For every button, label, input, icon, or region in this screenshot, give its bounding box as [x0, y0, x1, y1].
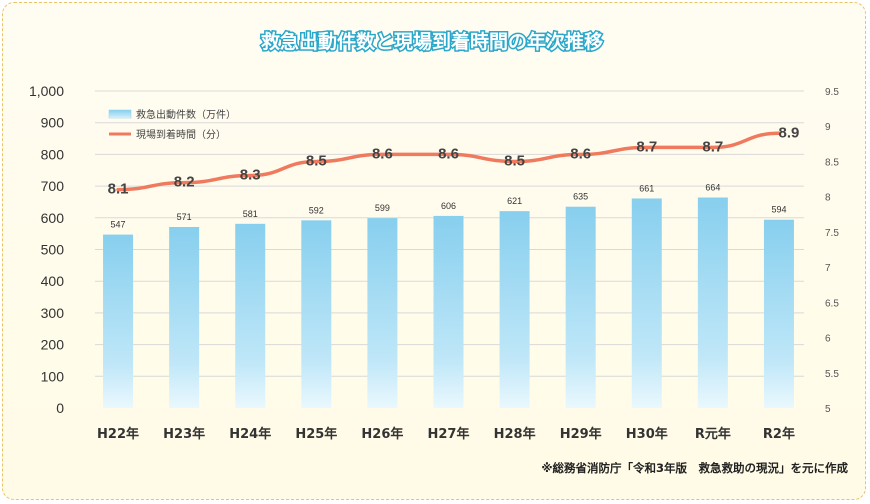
- x-tick-label: H22年: [97, 426, 139, 442]
- y2-tick-label: 7.5: [825, 228, 839, 239]
- x-tick-label: H28年: [494, 426, 536, 442]
- y2-tick-label: 6.5: [825, 298, 839, 309]
- bar: [499, 211, 530, 408]
- bar-value-label: 606: [441, 201, 456, 211]
- line-value-label: 8.5: [306, 152, 327, 169]
- x-tick-label: H24年: [229, 426, 271, 442]
- y2-tick-label: 5: [825, 404, 831, 415]
- y-tick-label: 200: [41, 337, 65, 353]
- bar-value-label: 664: [705, 183, 720, 193]
- line-series: 8.1 8.2 8.3 8.5 8.6 8.6 8.5 8.6 8.7 8.7 8.9: [108, 124, 800, 197]
- bar: [763, 219, 794, 408]
- line-path: [116, 131, 781, 192]
- bar: [697, 197, 728, 408]
- line-value-label: 8.5: [504, 152, 525, 169]
- x-tick-label: H29年: [560, 426, 602, 442]
- line-value-label: 8.6: [570, 145, 591, 162]
- bar: [235, 223, 266, 408]
- bar-value-label: 571: [177, 212, 192, 222]
- y-tick-label: 800: [41, 146, 65, 162]
- bar: [631, 198, 662, 408]
- x-tick-label: H25年: [295, 426, 337, 442]
- bar-value-label: 599: [375, 203, 390, 213]
- x-tick-label: R元年: [695, 426, 731, 442]
- bars: 547 571 581 592 599 606 621 635 661 664 594: [103, 183, 794, 408]
- y2-tick-label: 8.5: [825, 157, 839, 168]
- bar: [367, 218, 398, 408]
- x-tick-label: R2年: [763, 426, 795, 442]
- y-tick-label: 600: [41, 210, 65, 226]
- legend: 救急出動件数（万件） 現場到着時間（分）: [108, 108, 236, 141]
- legend-bar-label: 救急出動件数（万件）: [136, 108, 236, 121]
- y2-tick-label: 8: [825, 193, 831, 204]
- bar-value-label: 581: [243, 209, 258, 219]
- y-tick-label: 400: [41, 273, 65, 289]
- line-value-label: 8.1: [108, 181, 129, 198]
- y-tick-label: 300: [41, 305, 65, 321]
- bar-value-label: 592: [309, 205, 324, 215]
- x-tick-label: H30年: [626, 426, 668, 442]
- line-value-label: 8.3: [240, 167, 261, 184]
- legend-line-label: 現場到着時間（分）: [136, 128, 226, 141]
- bar-value-label: 621: [507, 196, 522, 206]
- line-value-label: 8.6: [372, 145, 393, 162]
- y-tick-label: 500: [41, 242, 65, 258]
- y-axis: 0 100 200 300 400 500 600 700 800 900 1,000: [29, 83, 64, 416]
- y2-tick-label: 9.5: [825, 87, 839, 98]
- bar: [301, 220, 332, 408]
- x-axis: H22年 H23年 H24年 H25年 H26年 H27年 H28年 H29年 H30年 R元年 R…: [97, 426, 795, 442]
- y2-tick-label: 6: [825, 334, 831, 345]
- bar-value-label: 635: [573, 192, 588, 202]
- y2-tick-label: 9: [825, 122, 831, 133]
- bar: [433, 215, 464, 408]
- y-tick-label: 0: [56, 400, 64, 416]
- y2-tick-label: 7: [825, 263, 831, 274]
- bar: [565, 206, 596, 408]
- bar: [169, 226, 200, 408]
- source-note: ※総務省消防庁「令和3年版 救急救助の現況」を元に作成: [541, 461, 848, 475]
- bar: [103, 234, 134, 408]
- line-value-label: 8.7: [636, 138, 657, 155]
- y-tick-label: 700: [41, 178, 65, 194]
- y-tick-label: 100: [41, 368, 65, 384]
- line-value-label: 8.6: [438, 145, 459, 162]
- chart-title: 救急出動件数と現場到着時間の年次推移: [261, 30, 603, 53]
- line-value-label: 8.7: [702, 138, 723, 155]
- y2-tick-label: 5.5: [825, 369, 839, 380]
- line-value-label: 8.9: [779, 124, 800, 141]
- bar-value-label: 547: [111, 220, 126, 230]
- x-tick-label: H23年: [163, 426, 205, 442]
- bar-value-label: 661: [639, 183, 654, 193]
- x-tick-label: H26年: [361, 426, 403, 442]
- legend-bar-swatch: [108, 109, 132, 119]
- bar-value-label: 594: [771, 205, 786, 215]
- y-tick-label: 1,000: [29, 83, 64, 99]
- y2-axis: 5 5.5 6 6.5 7 7.5 8 8.5 9 9.5: [825, 87, 839, 415]
- grid: [95, 90, 804, 377]
- x-tick-label: H27年: [428, 426, 470, 442]
- line-value-label: 8.2: [174, 174, 195, 191]
- y-tick-label: 900: [41, 115, 65, 131]
